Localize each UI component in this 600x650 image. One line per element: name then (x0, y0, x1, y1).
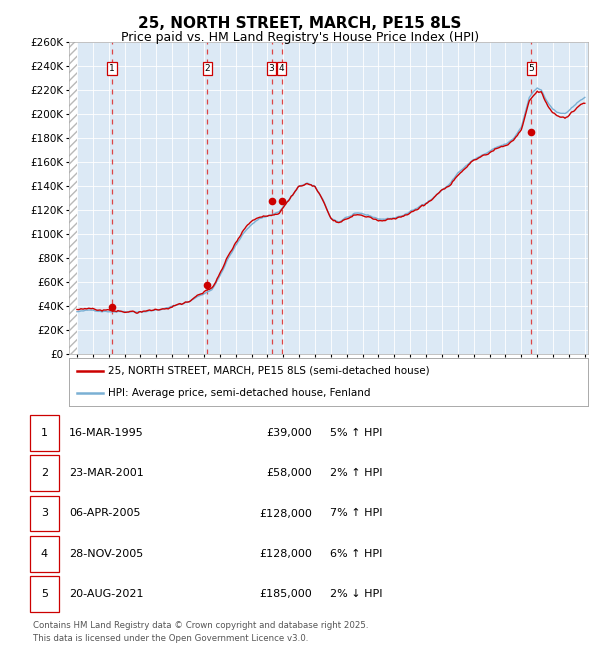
Text: 1: 1 (41, 428, 48, 438)
Text: 28-NOV-2005: 28-NOV-2005 (69, 549, 143, 559)
Text: 06-APR-2005: 06-APR-2005 (69, 508, 140, 519)
Text: 3: 3 (41, 508, 48, 519)
Text: 2: 2 (41, 468, 48, 478)
Text: 4: 4 (279, 64, 284, 73)
Text: £58,000: £58,000 (266, 468, 312, 478)
Text: Price paid vs. HM Land Registry's House Price Index (HPI): Price paid vs. HM Land Registry's House … (121, 31, 479, 44)
Text: 2: 2 (205, 64, 210, 73)
Text: £128,000: £128,000 (259, 549, 312, 559)
Text: Contains HM Land Registry data © Crown copyright and database right 2025.: Contains HM Land Registry data © Crown c… (33, 621, 368, 630)
Text: 6% ↑ HPI: 6% ↑ HPI (330, 549, 382, 559)
Text: £185,000: £185,000 (259, 589, 312, 599)
Text: 1: 1 (109, 64, 115, 73)
Text: 25, NORTH STREET, MARCH, PE15 8LS: 25, NORTH STREET, MARCH, PE15 8LS (139, 16, 461, 31)
Text: 23-MAR-2001: 23-MAR-2001 (69, 468, 144, 478)
Text: 5: 5 (41, 589, 48, 599)
Text: 16-MAR-1995: 16-MAR-1995 (69, 428, 144, 438)
Text: 4: 4 (41, 549, 48, 559)
Text: 2% ↓ HPI: 2% ↓ HPI (330, 589, 383, 599)
Text: 5: 5 (529, 64, 535, 73)
Text: 7% ↑ HPI: 7% ↑ HPI (330, 508, 383, 519)
Text: 3: 3 (269, 64, 274, 73)
Text: 20-AUG-2021: 20-AUG-2021 (69, 589, 143, 599)
Text: £128,000: £128,000 (259, 508, 312, 519)
Text: £39,000: £39,000 (266, 428, 312, 438)
Text: This data is licensed under the Open Government Licence v3.0.: This data is licensed under the Open Gov… (33, 634, 308, 643)
Text: 5% ↑ HPI: 5% ↑ HPI (330, 428, 382, 438)
Text: 2% ↑ HPI: 2% ↑ HPI (330, 468, 383, 478)
Text: 25, NORTH STREET, MARCH, PE15 8LS (semi-detached house): 25, NORTH STREET, MARCH, PE15 8LS (semi-… (108, 366, 430, 376)
Text: HPI: Average price, semi-detached house, Fenland: HPI: Average price, semi-detached house,… (108, 388, 370, 398)
